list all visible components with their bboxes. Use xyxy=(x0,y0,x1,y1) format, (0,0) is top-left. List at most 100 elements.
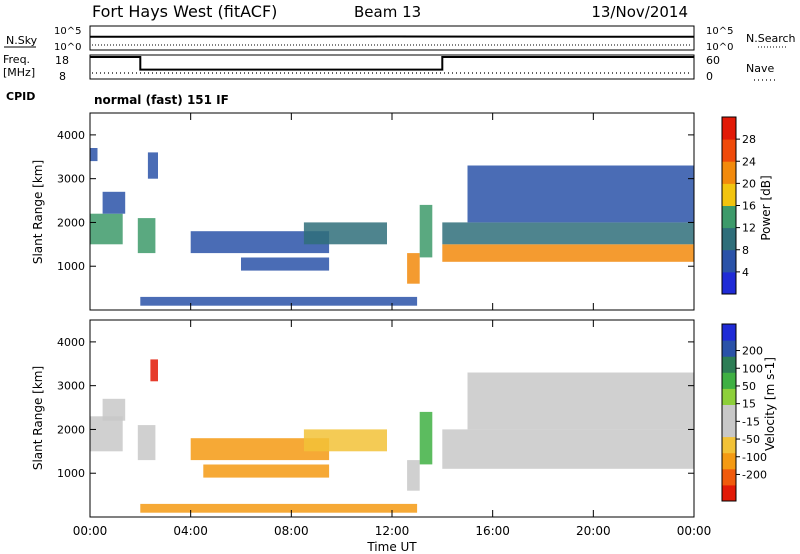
y-tick-label: 4000 xyxy=(57,129,85,142)
echo-band xyxy=(190,438,330,461)
colorbar-tick-label: -200 xyxy=(742,468,767,481)
power-colorbar-label: Power [dB] xyxy=(759,175,773,240)
velocity-colorbar-label: Velocity [m s-1] xyxy=(763,357,777,451)
x-tick-label: 12:00 xyxy=(375,524,410,538)
colorbar-tick-label: 16 xyxy=(742,200,756,213)
beam-label: Beam 13 xyxy=(354,3,421,21)
colorbar-tick-label: 12 xyxy=(742,222,756,235)
freq-tick-top: 18 xyxy=(55,54,69,67)
colorbar-swatch xyxy=(722,117,736,140)
colorbar-frame xyxy=(721,323,737,502)
time-axis: 00:00 04:00 08:00 12:00 16:00 20:00 00:00 xyxy=(73,113,711,538)
colorbar-tick-label: -15 xyxy=(742,415,760,428)
y-tick-label: 3000 xyxy=(57,380,85,393)
power-y-axis: 1000 2000 3000 4000 xyxy=(57,129,694,273)
colorbar-swatch xyxy=(722,356,736,373)
echo-band xyxy=(190,231,330,254)
noise-panel: N.Sky 10^5 10^0 10^5 10^0 N.Search xyxy=(4,25,796,53)
y-tick-label: 3000 xyxy=(57,173,85,186)
colorbar-swatch xyxy=(722,227,736,251)
colorbar-tick-label: 50 xyxy=(742,380,756,393)
colorbar-swatch xyxy=(722,420,736,438)
velocity-panel: 1000 2000 3000 4000 Slant Range [km] -200 -1… xyxy=(31,319,777,518)
echo-band xyxy=(140,503,418,513)
colorbar-tick-label: 24 xyxy=(742,155,756,168)
colorbar-tick-label: 100 xyxy=(742,362,763,375)
nsearch-label: N.Search xyxy=(746,32,796,45)
colorbar-swatch xyxy=(722,468,736,486)
frequency-frame xyxy=(89,54,695,80)
colorbar-swatch xyxy=(722,139,736,162)
echo-band xyxy=(203,464,330,478)
y-tick-label: 2000 xyxy=(57,216,85,229)
colorbar-swatch xyxy=(722,183,736,206)
echo-band xyxy=(241,257,330,271)
station-title: Fort Hays West (fitACF) xyxy=(92,2,277,21)
y-tick-label: 1000 xyxy=(57,260,85,273)
echo-band xyxy=(140,296,418,306)
frequency-panel: Freq. [MHz] 18 8 60 0 Nave xyxy=(3,53,778,83)
nave-tick-bottom: 0 xyxy=(706,70,713,83)
echo-band xyxy=(90,416,123,452)
echo-band xyxy=(90,148,98,162)
velocity-data-layer xyxy=(90,359,694,513)
echo-band xyxy=(90,213,123,245)
echo-band xyxy=(137,218,156,254)
nave-label: Nave xyxy=(746,62,774,75)
colorbar-swatch xyxy=(722,324,736,341)
echo-band xyxy=(102,398,126,421)
x-tick-label: 16:00 xyxy=(475,524,510,538)
colorbar-tick-label: 15 xyxy=(742,398,756,411)
power-panel: 1000 2000 3000 4000 Slant Range [km] 4 8 12 16… xyxy=(31,112,773,311)
velocity-y-axis: 1000 2000 3000 4000 xyxy=(57,336,694,480)
colorbar-swatch xyxy=(722,249,736,273)
x-tick-label: 08:00 xyxy=(274,524,309,538)
nsearch-tick-top: 10^5 xyxy=(706,26,733,37)
echo-band xyxy=(137,425,156,461)
freq-label-2: [MHz] xyxy=(3,66,35,79)
y-tick-label: 1000 xyxy=(57,467,85,480)
colorbar-tick-label: -50 xyxy=(742,433,760,446)
colorbar-swatch xyxy=(722,388,736,405)
colorbar-tick-label: 200 xyxy=(742,345,763,358)
velocity-colorbar: -200 -100 -50 -15 15 50 100 200 xyxy=(721,323,767,502)
colorbar-tick-label: 28 xyxy=(742,133,756,146)
time-axis-label: Time UT xyxy=(366,540,417,554)
echo-band xyxy=(147,152,158,179)
echo-band xyxy=(467,372,694,430)
echo-band xyxy=(407,460,420,491)
colorbar-swatch xyxy=(722,271,736,295)
nave-tick-top: 60 xyxy=(706,54,720,67)
frequency-line xyxy=(90,56,694,71)
nsky-label: N.Sky xyxy=(6,34,38,47)
cpid-text: normal (fast) 151 IF xyxy=(94,93,229,107)
freq-tick-bottom: 8 xyxy=(59,70,66,83)
power-ylabel: Slant Range [km] xyxy=(31,160,45,264)
colorbar-swatch xyxy=(722,161,736,184)
y-tick-label: 4000 xyxy=(57,336,85,349)
echo-band xyxy=(102,191,126,214)
colorbar-swatch xyxy=(722,340,736,357)
echo-band xyxy=(442,222,694,245)
x-tick-label: 20:00 xyxy=(576,524,611,538)
echo-band xyxy=(407,253,420,284)
colorbar-tick-label: 20 xyxy=(742,177,756,190)
colorbar-tick-label: 8 xyxy=(742,244,749,257)
colorbar-tick-label: -100 xyxy=(742,451,767,464)
echo-band xyxy=(467,165,694,223)
nsky-tick-top: 10^5 xyxy=(54,26,81,37)
echo-band xyxy=(419,204,433,258)
echo-band xyxy=(303,222,387,245)
x-tick-label: 04:00 xyxy=(173,524,208,538)
colorbar-swatch xyxy=(722,452,736,470)
colorbar-swatch xyxy=(722,436,736,454)
colorbar-tick-label: 4 xyxy=(742,266,749,279)
colorbar-swatch xyxy=(722,205,736,229)
x-tick-label: 00:00 xyxy=(73,524,108,538)
power-data-layer xyxy=(90,148,694,306)
freq-label-1: Freq. xyxy=(3,53,30,66)
nsky-tick-bottom: 10^0 xyxy=(54,42,81,53)
velocity-ylabel: Slant Range [km] xyxy=(31,366,45,470)
colorbar-swatch xyxy=(722,372,736,389)
